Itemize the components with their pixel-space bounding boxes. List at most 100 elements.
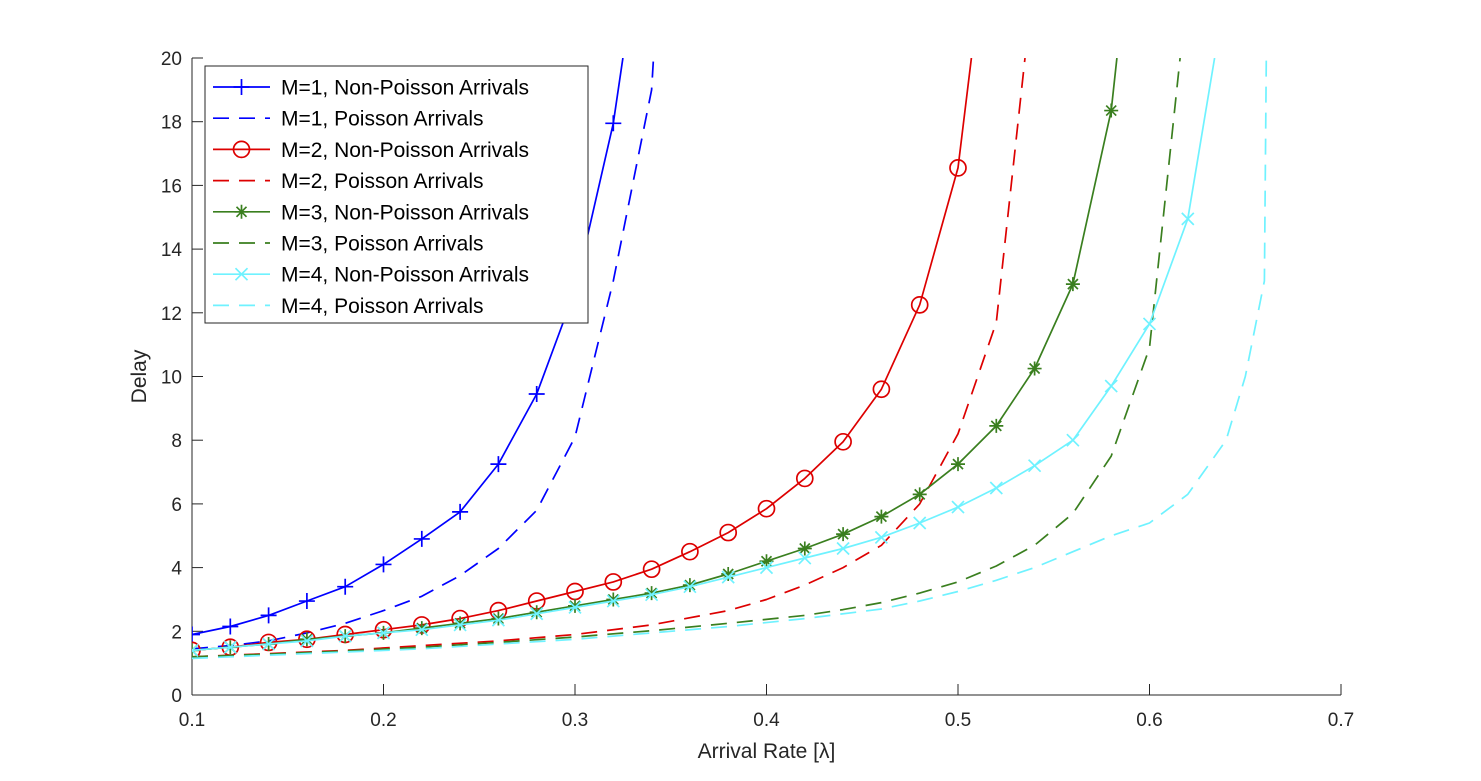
data-point xyxy=(414,621,429,636)
data-point xyxy=(989,418,1004,433)
series-2 xyxy=(192,58,655,650)
legend-item: M=1, Non-Poisson Arrivals xyxy=(213,77,529,100)
data-point xyxy=(683,580,697,594)
data-point xyxy=(644,588,659,602)
legend-label: M=2, Non-Poisson Arrivals xyxy=(281,139,529,162)
data-point xyxy=(1066,433,1080,447)
data-point xyxy=(949,159,967,177)
x-ticks: 0.1 0.2 0.3 0.4 0.5 0.6 0.7 xyxy=(179,684,1354,731)
data-point xyxy=(338,629,352,643)
data-point xyxy=(222,618,239,635)
series-line xyxy=(192,58,655,650)
data-point xyxy=(759,554,774,569)
data-point xyxy=(300,634,314,648)
data-point xyxy=(192,643,199,658)
data-point xyxy=(1027,361,1042,376)
series-6 xyxy=(192,58,1181,658)
x-tick-label: 0.3 xyxy=(562,710,588,731)
legend-label: M=3, Poisson Arrivals xyxy=(281,233,484,256)
x-axis-label: Arrival Rate [λ] xyxy=(698,740,836,763)
legend-label: M=4, Non-Poisson Arrivals xyxy=(281,264,529,287)
y-tick-label: 18 xyxy=(161,113,182,134)
legend-box xyxy=(204,65,589,324)
legend-label: M=2, Poisson Arrivals xyxy=(281,170,484,193)
data-point xyxy=(606,594,620,608)
data-point xyxy=(453,618,467,632)
data-point xyxy=(490,456,507,473)
data-point xyxy=(872,380,891,399)
legend-marker xyxy=(233,79,250,95)
data-point xyxy=(299,632,314,647)
data-point xyxy=(415,623,429,637)
data-point xyxy=(913,516,927,530)
data-point xyxy=(337,578,354,595)
data-point xyxy=(642,560,661,579)
legend: M=1, Non-Poisson Arrivals M=1, Poisson Ar… xyxy=(204,65,589,324)
legend-label: M=3, Non-Poisson Arrivals xyxy=(281,201,529,224)
y-tick-label: 14 xyxy=(161,240,183,261)
y-axis-label: Delay xyxy=(128,349,151,403)
data-point xyxy=(605,115,622,132)
data-point xyxy=(798,551,812,565)
series-7 xyxy=(192,58,1216,658)
y-tick-label: 12 xyxy=(161,304,182,325)
legend-marker xyxy=(234,204,249,219)
data-point xyxy=(757,499,776,518)
legend-item: M=1, Poisson Arrivals xyxy=(213,108,484,131)
series-line xyxy=(192,58,1268,660)
x-tick-label: 0.2 xyxy=(370,710,396,731)
data-point xyxy=(376,626,391,640)
data-point xyxy=(568,600,582,615)
data-point xyxy=(989,481,1003,495)
data-point xyxy=(795,469,814,488)
data-point xyxy=(644,586,659,601)
data-point xyxy=(452,503,469,520)
data-point xyxy=(1065,277,1080,292)
data-point xyxy=(1142,317,1157,331)
data-point xyxy=(223,640,237,654)
series-line xyxy=(192,58,1026,658)
legend-item: M=3, Non-Poisson Arrivals xyxy=(213,201,529,224)
x-tick-label: 0.4 xyxy=(753,710,780,731)
data-point xyxy=(721,570,735,584)
y-tick-label: 8 xyxy=(171,431,182,452)
y-tick-label: 6 xyxy=(171,495,182,516)
data-point xyxy=(298,593,315,610)
data-point xyxy=(568,598,582,613)
legend-label: M=4, Poisson Arrivals xyxy=(281,295,484,318)
y-tick-label: 20 xyxy=(161,49,182,70)
legend-items: M=1, Non-Poisson Arrivals M=1, Poisson Ar… xyxy=(213,77,529,318)
data-point xyxy=(528,386,545,403)
x-tick-label: 0.1 xyxy=(179,710,205,731)
legend-marker xyxy=(232,140,251,159)
data-point xyxy=(836,527,851,542)
x-tick-label: 0.7 xyxy=(1328,710,1354,731)
series-line xyxy=(192,58,1181,658)
data-point xyxy=(951,500,965,514)
legend-item: M=2, Poisson Arrivals xyxy=(213,170,484,193)
legend-item: M=4, Non-Poisson Arrivals xyxy=(213,264,529,287)
legend-item: M=2, Non-Poisson Arrivals xyxy=(213,139,529,162)
y-tick-label: 16 xyxy=(161,176,182,197)
data-point xyxy=(604,573,623,591)
series-4 xyxy=(192,58,1026,658)
data-point xyxy=(681,542,699,561)
data-point xyxy=(375,556,392,573)
data-point xyxy=(759,560,774,575)
series-line xyxy=(192,58,1216,652)
y-tick-label: 2 xyxy=(171,622,182,643)
data-point xyxy=(261,637,276,651)
data-point xyxy=(1181,212,1195,226)
data-point xyxy=(260,607,277,624)
data-point xyxy=(413,530,430,547)
data-point xyxy=(1104,379,1118,393)
x-tick-label: 0.6 xyxy=(1136,710,1162,731)
legend-marker xyxy=(234,267,249,281)
data-point xyxy=(530,607,544,621)
data-point xyxy=(951,457,965,472)
data-point xyxy=(491,613,506,627)
data-point xyxy=(453,616,468,631)
data-point xyxy=(836,541,850,556)
data-point xyxy=(721,566,736,581)
